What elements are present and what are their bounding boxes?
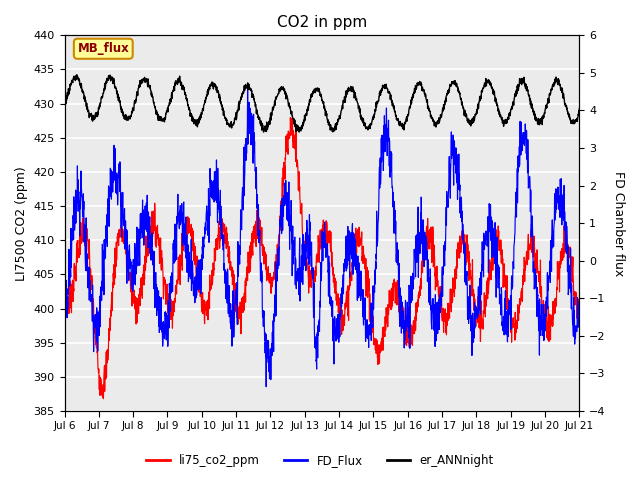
- Y-axis label: LI7500 CO2 (ppm): LI7500 CO2 (ppm): [15, 166, 28, 280]
- Y-axis label: FD Chamber flux: FD Chamber flux: [612, 170, 625, 276]
- Title: CO2 in ppm: CO2 in ppm: [277, 15, 367, 30]
- Legend: li75_co2_ppm, FD_Flux, er_ANNnight: li75_co2_ppm, FD_Flux, er_ANNnight: [141, 449, 499, 472]
- Text: MB_flux: MB_flux: [77, 42, 129, 55]
